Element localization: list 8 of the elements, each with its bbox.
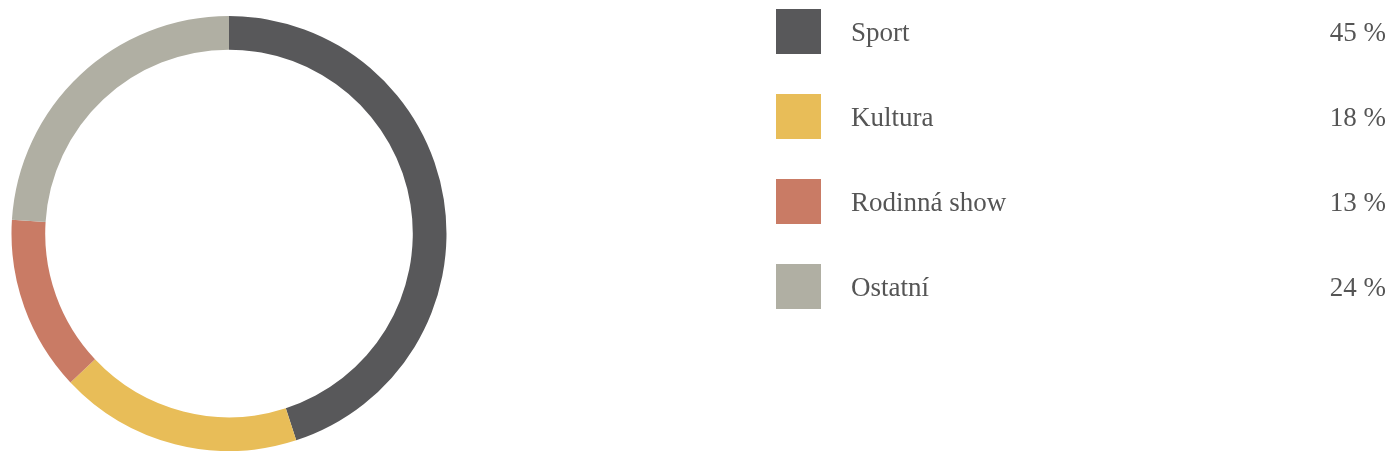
data-label: 13 % (1329, 187, 1386, 218)
data-label: 24 % (1329, 272, 1386, 303)
legend-label: Ostatní (851, 272, 929, 303)
legend-label: Rodinná show (851, 187, 1007, 218)
data-label: 18 % (1329, 102, 1386, 133)
data-label: 45 % (1329, 17, 1386, 48)
legend-label: Sport (851, 17, 910, 48)
legend-label: Kultura (851, 102, 934, 133)
